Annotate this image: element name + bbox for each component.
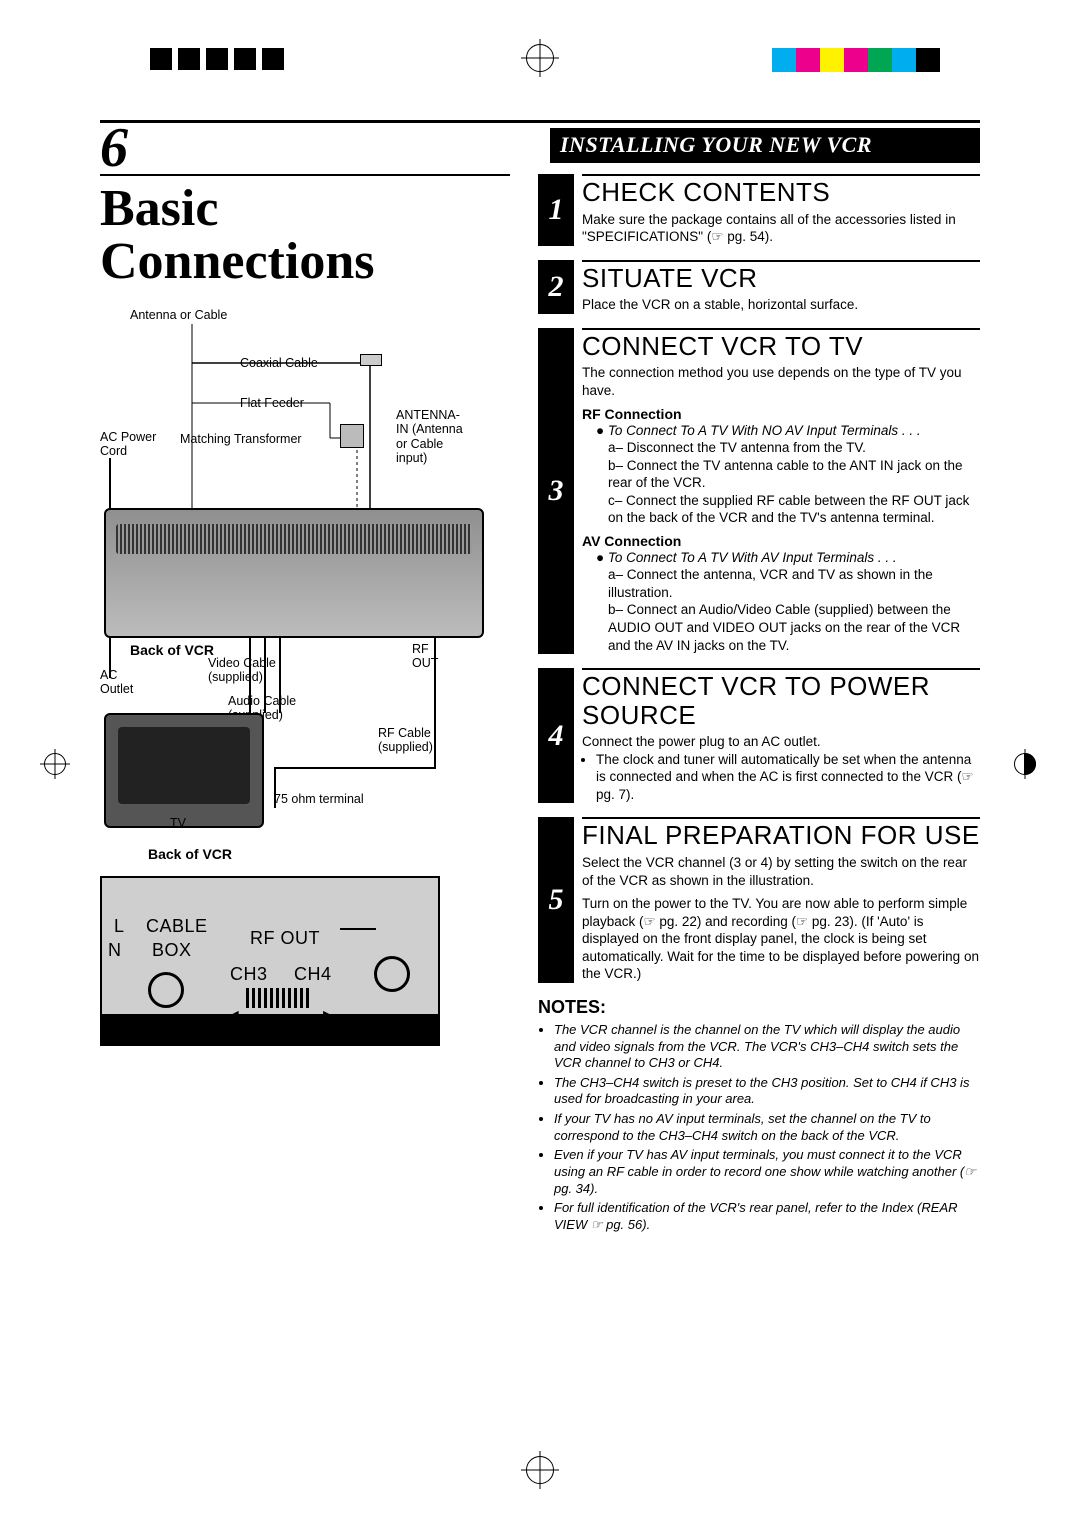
transformer-icon bbox=[340, 424, 364, 448]
bp-l: L bbox=[114, 916, 125, 937]
lbl-flat-feeder: Flat Feeder bbox=[240, 396, 304, 410]
lbl-rf-out: RF OUT bbox=[412, 642, 438, 671]
av-line: ● To Connect To A TV With AV Input Termi… bbox=[596, 549, 980, 567]
top-rule bbox=[100, 120, 980, 123]
lbl-back-of-vcr-2: Back of VCR bbox=[148, 846, 510, 862]
step-title: CONNECT VCR TO TV bbox=[582, 328, 980, 361]
lbl-coax: Coaxial Cable bbox=[240, 356, 318, 370]
rf-out-jack-icon bbox=[374, 956, 410, 992]
rf-a: a– Disconnect the TV antenna from the TV… bbox=[608, 439, 980, 457]
step-body: Connect the power plug to an AC outlet. bbox=[582, 733, 980, 751]
page-title: Basic Connections bbox=[100, 174, 510, 288]
reg-mark-left bbox=[44, 753, 66, 775]
reg-mark-bottom bbox=[526, 1456, 554, 1484]
note-item: Even if your TV has AV input terminals, … bbox=[554, 1147, 980, 1197]
vcr-rear-icon bbox=[104, 508, 484, 638]
step-body: Make sure the package contains all of th… bbox=[582, 211, 980, 246]
av-b: b– Connect an Audio/Video Cable (supplie… bbox=[608, 601, 980, 654]
lbl-ant-in: ANTENNA- IN (Antenna or Cable input) bbox=[396, 408, 463, 466]
step-5: 5 FINAL PREPARATION FOR USE Select the V… bbox=[538, 817, 980, 982]
step-title: CHECK CONTENTS bbox=[582, 174, 980, 207]
step-body: Select the VCR channel (3 or 4) by setti… bbox=[582, 854, 980, 889]
rf-c: c– Connect the supplied RF cable between… bbox=[608, 492, 980, 527]
reg-mark-top bbox=[526, 44, 554, 72]
bp-cable: CABLE bbox=[146, 916, 208, 937]
step-1: 1 CHECK CONTENTS Make sure the package c… bbox=[538, 174, 980, 246]
step-title: CONNECT VCR TO POWER SOURCE bbox=[582, 668, 980, 729]
rf-line bbox=[340, 928, 376, 930]
step-3: 3 CONNECT VCR TO TV The connection metho… bbox=[538, 328, 980, 654]
note-item: For full identification of the VCR's rea… bbox=[554, 1200, 980, 1233]
step-num: 4 bbox=[538, 668, 574, 803]
step-num: 1 bbox=[538, 174, 574, 246]
av-a: a– Connect the antenna, VCR and TV as sh… bbox=[608, 566, 980, 601]
lbl-ac-outlet: AC Outlet bbox=[100, 668, 133, 697]
lbl-ohm75: 75 ohm terminal bbox=[274, 792, 364, 806]
note-item: If your TV has no AV input terminals, se… bbox=[554, 1111, 980, 1144]
header-bar: INSTALLING YOUR NEW VCR bbox=[550, 128, 980, 163]
lbl-ac-cord: AC Power Cord bbox=[100, 430, 156, 459]
color-strip bbox=[772, 48, 940, 72]
notes: NOTES: The VCR channel is the channel on… bbox=[538, 997, 980, 1234]
step-4: 4 CONNECT VCR TO POWER SOURCE Connect th… bbox=[538, 668, 980, 803]
lbl-tv: TV bbox=[170, 816, 186, 830]
step-title: FINAL PREPARATION FOR USE bbox=[582, 817, 980, 850]
coax-plug-icon bbox=[360, 354, 382, 366]
back-panel-diagram: L N CABLE BOX RF OUT CH3 CH4 ◄ ► bbox=[100, 876, 440, 1046]
bp-ch3: CH3 bbox=[230, 964, 268, 985]
step-body: Place the VCR on a stable, horizontal su… bbox=[582, 296, 980, 314]
step-num: 2 bbox=[538, 260, 574, 314]
bp-ch4: CH4 bbox=[294, 964, 332, 985]
title-line-2: Connections bbox=[100, 233, 374, 290]
bp-rf: RF OUT bbox=[250, 928, 320, 949]
lbl-match-xfmr: Matching Transformer bbox=[180, 432, 302, 446]
left-column: Basic Connections Antenna or Cable bbox=[100, 174, 510, 1428]
rf-line: ● To Connect To A TV With NO AV Input Te… bbox=[596, 422, 980, 440]
lbl-rf-cable: RF Cable (supplied) bbox=[378, 726, 433, 755]
av-conn-head: AV Connection bbox=[582, 533, 980, 549]
lbl-video-cable: Video Cable (supplied) bbox=[208, 656, 276, 685]
step-body: The connection method you use depends on… bbox=[582, 364, 980, 399]
note-item: The CH3–CH4 switch is preset to the CH3 … bbox=[554, 1075, 980, 1108]
step-num: 5 bbox=[538, 817, 574, 982]
bp-n: N bbox=[108, 940, 122, 961]
connection-diagram: Antenna or Cable bbox=[100, 308, 490, 828]
reg-mark-right bbox=[1014, 753, 1036, 775]
step4-bullet: The clock and tuner will automatically b… bbox=[596, 751, 980, 804]
step-num: 3 bbox=[538, 328, 574, 654]
step-body-2: Turn on the power to the TV. You are now… bbox=[582, 895, 980, 983]
ch-switch-icon bbox=[246, 988, 310, 1008]
step-title: SITUATE VCR bbox=[582, 260, 980, 293]
rf-line-text: To Connect To A TV With NO AV Input Term… bbox=[608, 423, 921, 438]
lbl-back-of-vcr: Back of VCR bbox=[130, 642, 214, 658]
right-column: 1 CHECK CONTENTS Make sure the package c… bbox=[538, 174, 980, 1428]
tv-icon bbox=[104, 713, 264, 828]
bp-box: BOX bbox=[152, 940, 192, 961]
note-item: The VCR channel is the channel on the TV… bbox=[554, 1022, 980, 1072]
title-line-1: Basic bbox=[100, 180, 218, 237]
page: 6 INSTALLING YOUR NEW VCR Basic Connecti… bbox=[100, 120, 980, 1428]
av-line-text: To Connect To A TV With AV Input Termina… bbox=[608, 550, 897, 565]
notes-title: NOTES: bbox=[538, 997, 980, 1018]
rf-conn-head: RF Connection bbox=[582, 406, 980, 422]
rf-b: b– Connect the TV antenna cable to the A… bbox=[608, 457, 980, 492]
step-2: 2 SITUATE VCR Place the VCR on a stable,… bbox=[538, 260, 980, 314]
coax-jack-icon bbox=[148, 972, 184, 1008]
